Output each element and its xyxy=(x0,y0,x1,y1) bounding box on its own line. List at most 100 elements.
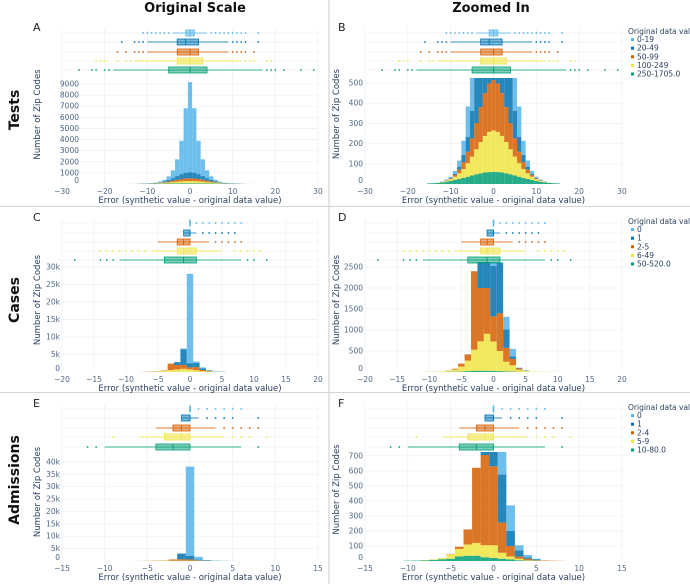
legend-label: 100-249 xyxy=(637,61,669,70)
outlier-point xyxy=(402,60,405,62)
legend-item[interactable]: 10-80.0 xyxy=(631,446,666,455)
histogram-bar xyxy=(179,140,184,175)
histogram-bar xyxy=(477,288,484,342)
histogram-bar xyxy=(437,557,447,560)
legend-item[interactable]: 6-49 xyxy=(631,251,654,260)
outlier-point xyxy=(511,222,514,224)
outlier-point xyxy=(137,51,140,53)
legend-item[interactable]: 100-249 xyxy=(631,61,669,70)
histogram-bar xyxy=(469,175,475,184)
histogram-bar xyxy=(522,370,529,372)
outlier-point xyxy=(248,60,251,62)
histogram-bar xyxy=(480,557,490,561)
x-tick-label: −20 xyxy=(357,375,373,384)
y-tick-label: 35k xyxy=(46,470,61,479)
box xyxy=(484,414,494,422)
y-tick-label: 3000 xyxy=(60,146,79,155)
histogram-bar xyxy=(204,182,210,184)
y-tick-label: 0 xyxy=(358,176,363,185)
legend-item[interactable]: 0 xyxy=(631,411,642,420)
histogram-bar xyxy=(496,262,504,314)
outlier-point xyxy=(257,417,260,419)
histogram-bar xyxy=(525,178,530,184)
column-title-original: Original Scale xyxy=(144,1,246,16)
histogram-bar xyxy=(489,545,498,558)
outlier-point xyxy=(240,427,243,429)
histogram-bar xyxy=(209,182,214,184)
outlier-point xyxy=(518,232,521,234)
y-tick-label: 5000 xyxy=(60,124,79,133)
histogram-bar xyxy=(497,552,507,559)
legend-item[interactable]: 50-99 xyxy=(631,52,659,61)
histogram-bar xyxy=(482,93,488,136)
histogram-bar xyxy=(504,107,509,143)
legend-item[interactable]: 20-49 xyxy=(631,44,659,53)
outlier-point xyxy=(445,51,448,53)
boxplot-50-99 xyxy=(116,48,255,56)
histogram-bar xyxy=(487,172,492,184)
outlier-point xyxy=(86,446,89,448)
outlier-point xyxy=(142,51,144,53)
legend-item[interactable]: 0-19 xyxy=(631,35,654,44)
outlier-point xyxy=(561,427,563,429)
x-tick-label: 15 xyxy=(313,564,323,573)
histogram-bar xyxy=(200,179,205,182)
histogram-bar xyxy=(166,176,171,180)
outlier-point xyxy=(511,232,514,234)
outlier-point xyxy=(257,446,260,448)
legend-label: 1 xyxy=(637,234,642,243)
legend-label: 0 xyxy=(637,411,642,420)
histogram-bar xyxy=(186,369,194,372)
histogram-bar xyxy=(204,180,210,183)
outlier-point xyxy=(214,32,217,34)
outlier-point xyxy=(428,51,431,53)
legend-item[interactable]: 5-9 xyxy=(631,437,649,446)
outlier-point xyxy=(569,69,572,71)
outlier-point xyxy=(501,408,503,410)
outlier-point xyxy=(257,427,260,429)
legend-item[interactable]: 0 xyxy=(631,225,642,234)
y-tick-label: 1000 xyxy=(344,326,363,335)
histogram-bar xyxy=(503,316,510,330)
outlier-point xyxy=(214,232,217,234)
histogram-bar xyxy=(472,467,481,543)
legend-item[interactable]: 250-1705.0 xyxy=(631,70,680,79)
histogram-bar xyxy=(525,169,530,174)
histogram-bar xyxy=(506,505,515,531)
legend-item[interactable]: 50-520.0 xyxy=(631,260,671,269)
x-tick-label: 10 xyxy=(574,564,584,573)
y-tick-label: 200 xyxy=(349,526,364,535)
outlier-point xyxy=(419,60,422,62)
legend-item[interactable]: 2-4 xyxy=(631,428,649,437)
boxplot-50-520.0 xyxy=(73,256,268,264)
histogram-bar xyxy=(183,181,188,184)
histogram-bar xyxy=(166,181,171,183)
histogram-bar xyxy=(517,163,522,177)
y-tick-label: 10k xyxy=(46,532,61,541)
box xyxy=(176,247,197,255)
histogram-bar xyxy=(538,181,543,184)
histogram-bar xyxy=(477,262,484,289)
legend-item[interactable]: 1 xyxy=(631,234,642,243)
outlier-point xyxy=(146,32,149,34)
histogram-bar xyxy=(200,176,205,180)
histogram-bar xyxy=(523,557,533,559)
histogram-bar xyxy=(497,452,507,475)
outlier-point xyxy=(116,51,119,53)
histogram-bar xyxy=(196,179,201,182)
histogram-bar xyxy=(509,365,516,372)
outlier-point xyxy=(221,241,223,243)
legend-item[interactable]: 2-5 xyxy=(631,242,649,251)
histogram-bar xyxy=(445,370,452,372)
outlier-point xyxy=(248,427,251,429)
outlier-point xyxy=(240,408,243,410)
histogram-bar xyxy=(509,348,516,357)
boxplot-100-249 xyxy=(398,57,576,65)
outlier-point xyxy=(195,222,198,224)
y-tick-label: 200 xyxy=(349,139,364,148)
legend-item[interactable]: 1 xyxy=(631,420,642,429)
legend-label: 2-4 xyxy=(637,428,649,437)
histogram-bar xyxy=(477,370,484,372)
